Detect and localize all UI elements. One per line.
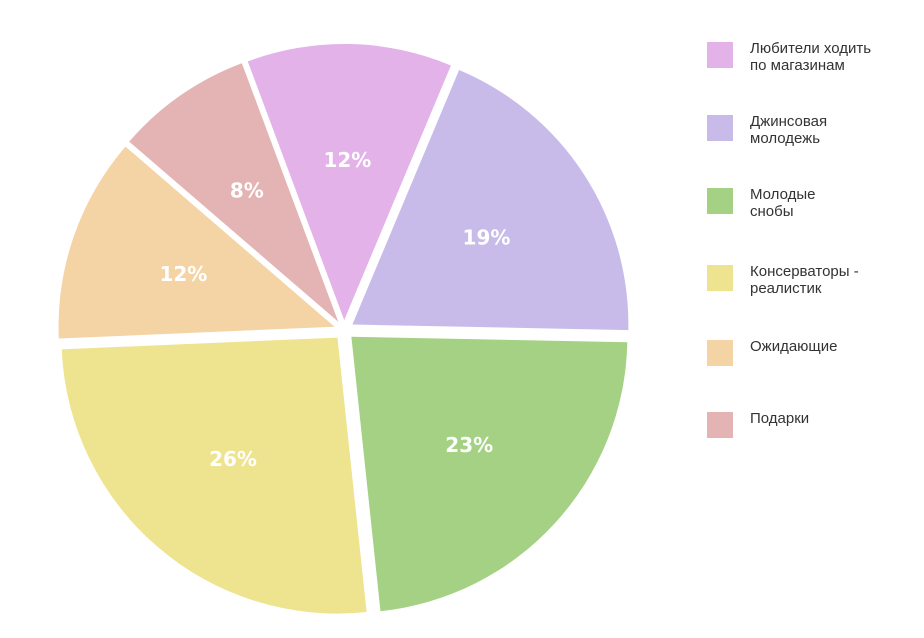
legend-swatch [707, 340, 733, 366]
legend-label: Ожидающие [750, 338, 910, 355]
legend-label-line: Молодые [750, 186, 816, 203]
legend-label-line: Консерваторы - [750, 263, 859, 280]
slice-value-label: 8% [230, 178, 264, 202]
legend-label-line: по магазинам [750, 57, 845, 74]
pie-slice [58, 146, 335, 339]
legend-swatch [707, 42, 733, 68]
pie-slice [247, 44, 451, 321]
legend-label: Молодые снобы [750, 186, 910, 220]
legend-item-conservatives: Консерваторы - реалистик [707, 263, 907, 303]
legend-item-denim-youth: Джинсовая молодежь [707, 113, 907, 153]
legend-label-line: снобы [750, 203, 794, 220]
legend-swatch [707, 188, 733, 214]
legend-label-line: Любители ходить [750, 40, 872, 57]
legend-label-line: Ожидающие [750, 338, 838, 355]
legend-item-gifts: Подарки [707, 410, 907, 450]
legend-label: Джинсовая молодежь [750, 113, 910, 147]
legend-swatch [707, 115, 733, 141]
legend-label: Любители ходить по магазинам [750, 40, 910, 74]
slice-value-label: 26% [209, 447, 257, 471]
slice-value-label: 23% [445, 433, 493, 457]
legend-item-young-snobs: Молодые снобы [707, 186, 907, 226]
pie-slice [61, 337, 367, 614]
slice-value-label: 12% [159, 262, 207, 286]
pie-slice [351, 336, 628, 612]
legend-label-line: реалистик [750, 280, 822, 297]
pie-slice [352, 70, 629, 331]
pie-chart: 12% 19% 23% 26% 12% 8% [58, 44, 629, 614]
legend-label: Подарки [750, 410, 910, 427]
slice-value-label: 12% [323, 148, 371, 172]
slice-value-label: 19% [463, 225, 511, 249]
legend-label: Консерваторы - реалистик [750, 263, 910, 297]
legend-label-line: молодежь [750, 130, 821, 147]
pie-slice [129, 63, 339, 322]
legend-item-waiting: Ожидающие [707, 338, 907, 378]
legend-swatch [707, 412, 733, 438]
legend-label-line: Джинсовая [750, 113, 828, 130]
legend-swatch [707, 265, 733, 291]
legend-label-line: Подарки [750, 410, 810, 427]
legend-item-shoppers: Любители ходить по магазинам [707, 40, 907, 80]
